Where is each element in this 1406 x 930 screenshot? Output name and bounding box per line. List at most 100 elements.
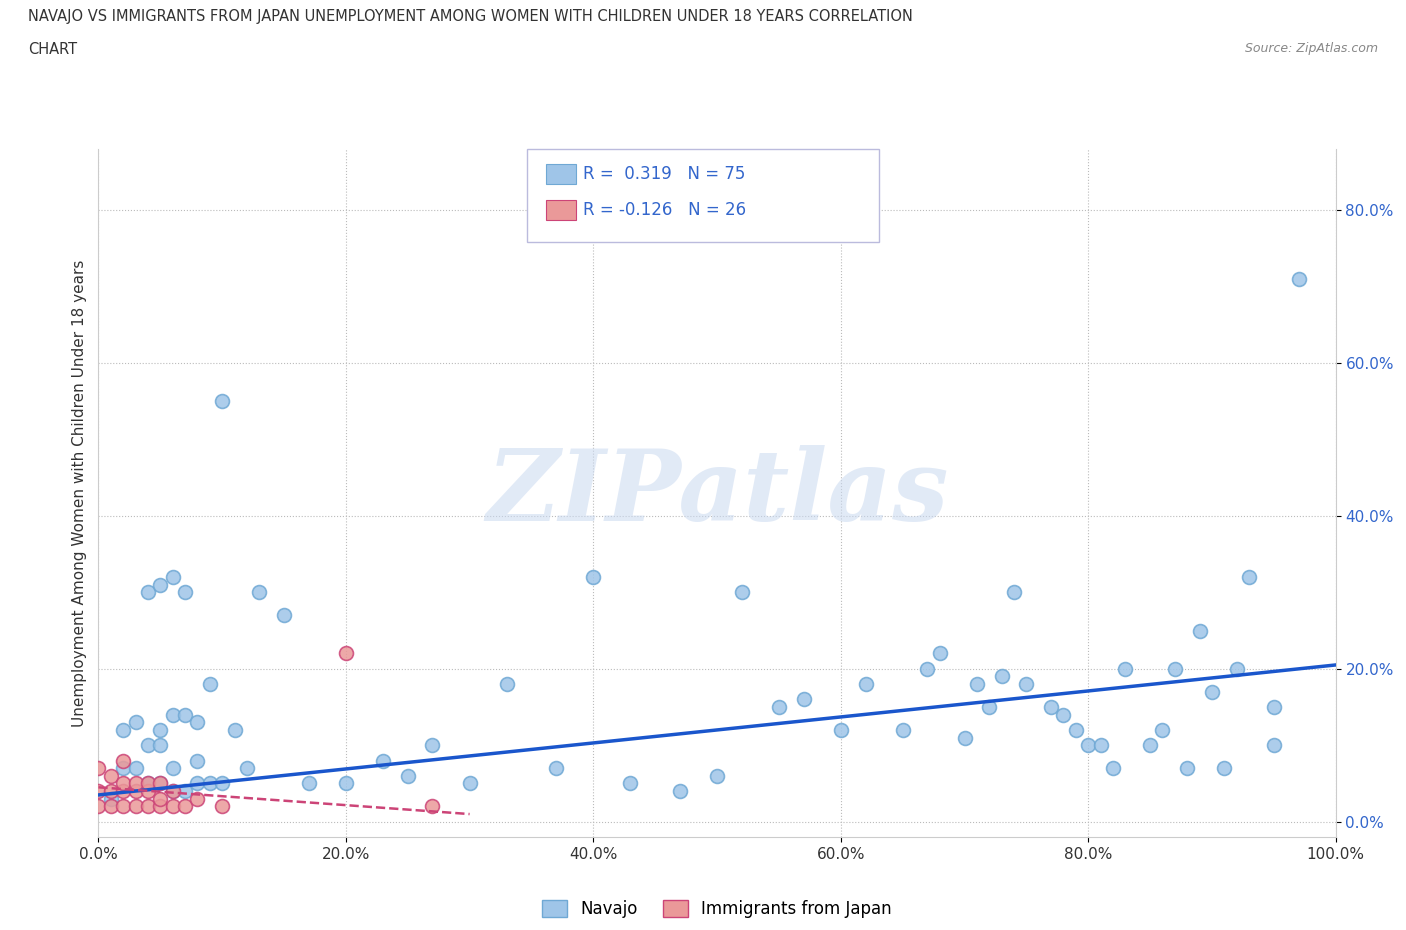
Point <box>149 776 172 790</box>
Point <box>731 585 754 600</box>
Point <box>186 715 208 730</box>
Point <box>298 776 321 790</box>
Point <box>186 776 208 790</box>
Point <box>953 730 976 745</box>
Point <box>546 761 568 776</box>
Point <box>186 791 208 806</box>
Point <box>186 753 208 768</box>
Point <box>793 692 815 707</box>
Point <box>149 791 172 806</box>
Point <box>174 707 197 722</box>
Point <box>966 677 988 692</box>
Point <box>1175 761 1198 776</box>
Point <box>1263 699 1285 714</box>
Point <box>198 677 221 692</box>
Point <box>928 646 950 661</box>
Point <box>1077 737 1099 752</box>
Point <box>335 776 357 790</box>
Point <box>87 799 110 814</box>
Point <box>891 723 914 737</box>
Point <box>124 784 146 799</box>
Point <box>149 799 172 814</box>
Point <box>149 776 172 790</box>
Point <box>112 761 135 776</box>
Point <box>1201 684 1223 699</box>
Point <box>162 761 184 776</box>
Text: CHART: CHART <box>28 42 77 57</box>
Point <box>162 784 184 799</box>
Point <box>211 393 233 408</box>
Point <box>335 646 357 661</box>
Y-axis label: Unemployment Among Women with Children Under 18 years: Unemployment Among Women with Children U… <box>72 259 87 726</box>
Point <box>582 569 605 584</box>
Point <box>1090 737 1112 752</box>
Point <box>149 578 172 592</box>
Point <box>112 784 135 799</box>
Point <box>1152 723 1174 737</box>
Point <box>979 699 1001 714</box>
Point <box>917 661 939 676</box>
Point <box>174 784 197 799</box>
Point <box>100 784 122 799</box>
Point <box>1064 723 1087 737</box>
Point <box>162 707 184 722</box>
Text: R = -0.126   N = 26: R = -0.126 N = 26 <box>583 201 747 219</box>
Point <box>87 784 110 799</box>
Legend: Navajo, Immigrants from Japan: Navajo, Immigrants from Japan <box>536 894 898 925</box>
Point <box>1102 761 1125 776</box>
Point <box>136 776 159 790</box>
Point <box>211 799 233 814</box>
Point <box>1139 737 1161 752</box>
Point <box>273 608 295 623</box>
Point <box>198 776 221 790</box>
Point <box>174 799 197 814</box>
Point <box>112 799 135 814</box>
Point <box>112 753 135 768</box>
Point <box>149 723 172 737</box>
Point <box>1040 699 1063 714</box>
Point <box>706 768 728 783</box>
Point <box>1164 661 1187 676</box>
Text: R =  0.319   N = 75: R = 0.319 N = 75 <box>583 165 745 183</box>
Point <box>124 761 146 776</box>
Point <box>100 799 122 814</box>
Point <box>174 585 197 600</box>
Point <box>236 761 259 776</box>
Point <box>136 799 159 814</box>
Point <box>990 669 1012 684</box>
Point <box>1015 677 1038 692</box>
Point <box>371 753 394 768</box>
Text: ZIPatlas: ZIPatlas <box>486 445 948 541</box>
Point <box>112 723 135 737</box>
Point <box>124 799 146 814</box>
Point <box>669 784 692 799</box>
Point <box>136 585 159 600</box>
Point <box>162 784 184 799</box>
Point <box>112 776 135 790</box>
Point <box>1114 661 1136 676</box>
Point <box>830 723 852 737</box>
Point <box>768 699 790 714</box>
Point <box>162 569 184 584</box>
Point <box>136 784 159 799</box>
Point <box>495 677 517 692</box>
Point <box>124 715 146 730</box>
Text: Source: ZipAtlas.com: Source: ZipAtlas.com <box>1244 42 1378 55</box>
Point <box>1288 272 1310 286</box>
Point <box>1052 707 1074 722</box>
Point <box>162 799 184 814</box>
Point <box>458 776 481 790</box>
Point <box>422 737 444 752</box>
Point <box>100 791 122 806</box>
Point <box>87 761 110 776</box>
Point <box>136 737 159 752</box>
Point <box>224 723 246 737</box>
Point <box>247 585 270 600</box>
Point <box>1263 737 1285 752</box>
Point <box>149 737 172 752</box>
Point <box>855 677 877 692</box>
Point <box>619 776 641 790</box>
Text: NAVAJO VS IMMIGRANTS FROM JAPAN UNEMPLOYMENT AMONG WOMEN WITH CHILDREN UNDER 18 : NAVAJO VS IMMIGRANTS FROM JAPAN UNEMPLOY… <box>28 9 912 24</box>
Point <box>396 768 419 783</box>
Point <box>1237 569 1260 584</box>
